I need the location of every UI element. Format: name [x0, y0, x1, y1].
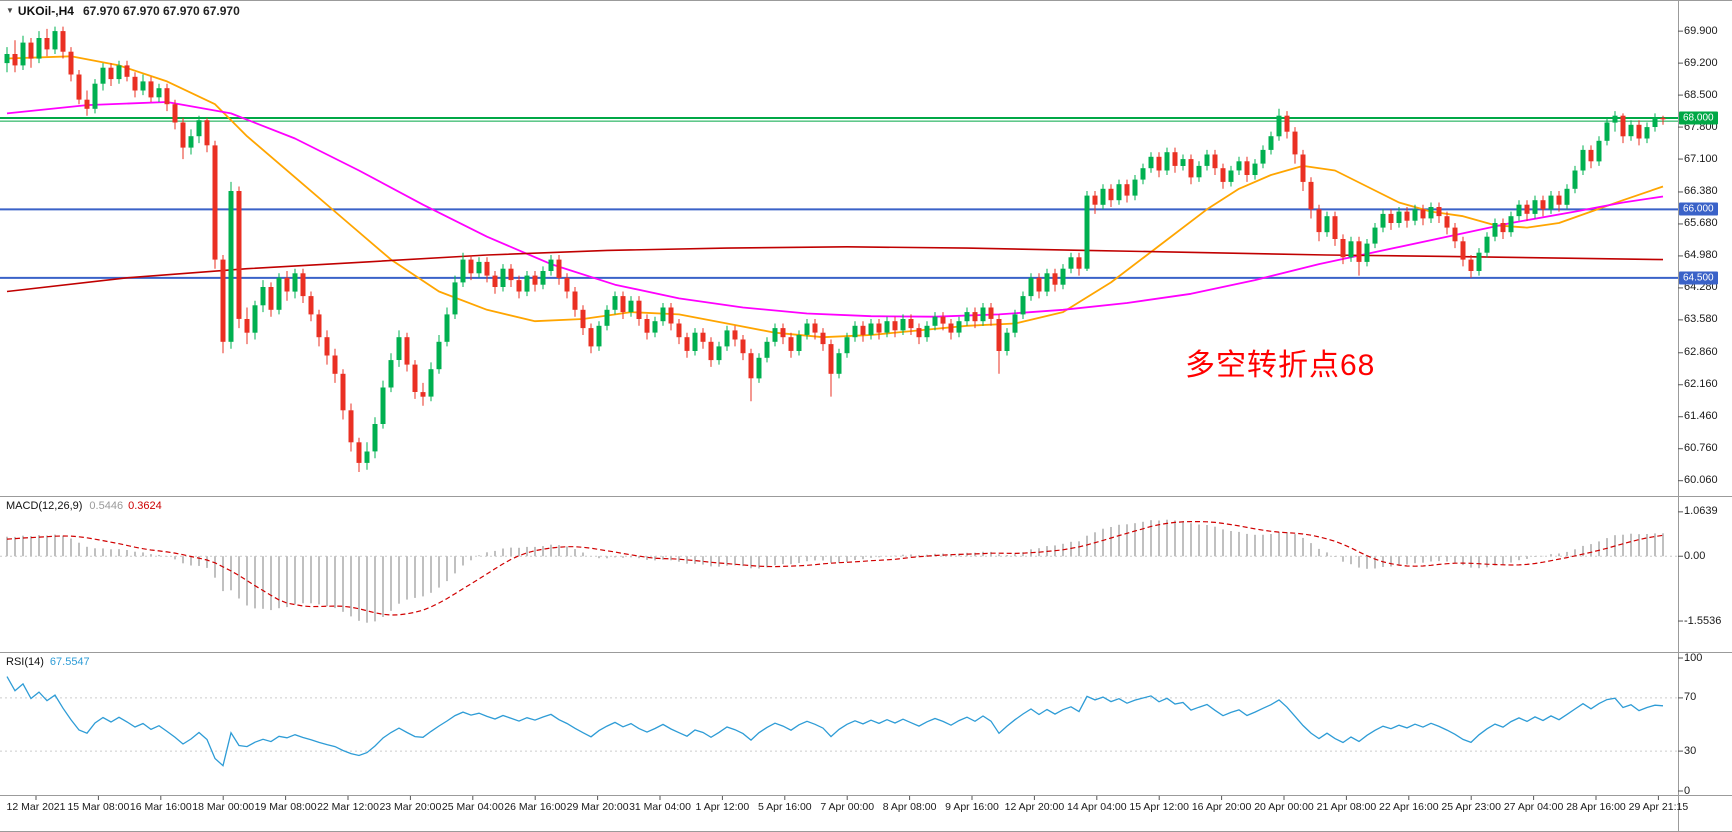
rsi-tick-label: 30	[1684, 744, 1697, 757]
time-axis-label: 8 Apr 08:00	[882, 801, 937, 813]
macd-indicator-header: MACD(12,26,9) 0.5446 0.3624	[6, 500, 162, 512]
rsi-tick-label: 100	[1684, 651, 1703, 664]
price-tick-label: 68.500	[1684, 88, 1718, 101]
time-axis-label: 9 Apr 16:00	[945, 801, 999, 813]
time-axis-label: 25 Mar 04:00	[441, 801, 504, 813]
price-tick-label: 61.460	[1684, 410, 1718, 423]
chart-annotation: 多空转折点68	[1185, 349, 1376, 382]
price-tick-label: 60.060	[1684, 474, 1718, 487]
macd-value: 0.5446	[89, 500, 124, 512]
rsi-label: RSI(14)	[6, 656, 44, 668]
time-axis-label: 29 Apr 21:15	[1628, 801, 1689, 813]
time-axis-label: 19 Mar 08:00	[254, 801, 317, 813]
time-axis-label: 15 Apr 12:00	[1129, 801, 1189, 813]
time-axis-label: 15 Mar 08:00	[67, 801, 130, 813]
time-axis-label: 20 Apr 00:00	[1254, 801, 1314, 813]
price-tick-label: 64.980	[1684, 249, 1718, 262]
ma-line-mid-magenta	[6, 101, 1664, 318]
candles-layer	[4, 26, 1666, 472]
time-axis-label: 25 Apr 23:00	[1441, 801, 1501, 813]
macd-signal-value: 0.3624	[128, 500, 162, 512]
time-axis-label: 16 Apr 20:00	[1191, 801, 1252, 813]
price-tick-label: 62.160	[1684, 378, 1718, 391]
chart-title: ▼ UKOil-,H4 67.970 67.970 67.970 67.970	[6, 4, 240, 18]
price-tick-label: 65.680	[1684, 217, 1718, 230]
price-tick-label: 66.380	[1684, 185, 1718, 198]
price-tick-label: 69.200	[1684, 56, 1718, 69]
price-tick-label: 63.580	[1684, 313, 1718, 326]
time-axis-label: 12 Apr 20:00	[1004, 801, 1065, 813]
time-axis-label: 12 Mar 2021	[6, 801, 66, 813]
time-axis-label: 26 Mar 16:00	[504, 801, 567, 813]
macd-label: MACD(12,26,9)	[6, 500, 83, 512]
time-axis-label: 27 Apr 04:00	[1503, 801, 1564, 813]
rsi-line	[6, 676, 1664, 767]
rsi-indicator-header: RSI(14) 67.5547	[6, 656, 90, 668]
time-axis-label: 22 Mar 12:00	[317, 801, 379, 813]
time-axis-label: 1 Apr 12:00	[695, 801, 750, 813]
time-axis-label: 5 Apr 16:00	[757, 801, 812, 813]
time-axis-label: 22 Apr 16:00	[1379, 801, 1439, 813]
price-tick-label: 69.900	[1684, 24, 1718, 37]
ma-line-slow-red	[6, 246, 1664, 293]
time-axis-label: 28 Apr 16:00	[1566, 801, 1626, 813]
time-axis[interactable]: 12 Mar 2021 15 Mar 08:00 16 Mar 16:00 18 Ma…	[0, 801, 1732, 817]
ohlc-values: 67.970 67.970 67.970 67.970	[82, 4, 240, 18]
price-tick-label: 60.760	[1684, 442, 1718, 455]
symbol-timeframe-label: UKOil-,H4	[17, 4, 74, 18]
time-axis-label: 18 Mar 00:00	[192, 801, 255, 813]
symbol-dropdown-icon[interactable]: ▼	[6, 6, 14, 15]
rsi-value: 67.5547	[49, 656, 90, 668]
macd-tick-label: 1.0639	[1684, 505, 1718, 518]
price-tick-label: 64.280	[1684, 281, 1718, 294]
time-axis-label: 21 Apr 08:00	[1316, 801, 1377, 813]
time-axis-label: 16 Mar 16:00	[129, 801, 192, 813]
price-tick-label: 62.860	[1684, 346, 1718, 359]
price-tick-label: 67.100	[1684, 152, 1718, 165]
time-axis-label: 29 Mar 20:00	[566, 801, 629, 813]
macd-tick-label: 0.00	[1684, 549, 1706, 562]
price-line-badge: 64.500	[1679, 271, 1718, 285]
time-axis-label: 14 Apr 04:00	[1067, 801, 1127, 813]
time-axis-label: 31 Mar 04:00	[629, 801, 691, 813]
rsi-tick-label: 70	[1684, 691, 1697, 704]
macd-signal-line	[6, 521, 1664, 616]
time-axis-label: 7 Apr 00:00	[820, 801, 875, 813]
time-axis-label: 23 Mar 20:00	[379, 801, 442, 813]
price-line-badge: 68.000	[1679, 111, 1718, 125]
rsi-tick-label: 0	[1684, 784, 1691, 797]
price-line-badge: 66.000	[1679, 202, 1718, 216]
macd-tick-label: -1.5536	[1684, 614, 1722, 627]
